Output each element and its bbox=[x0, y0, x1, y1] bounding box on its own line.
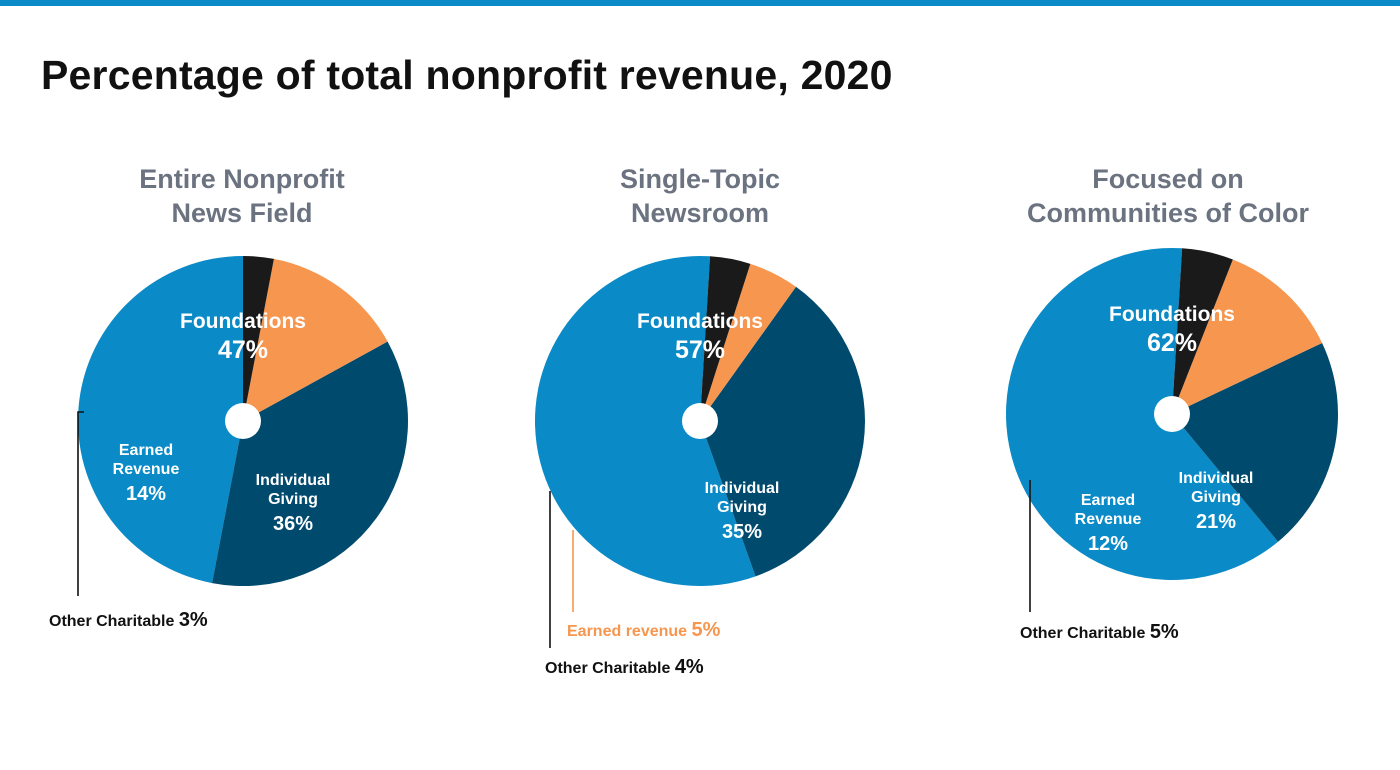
pie-slice-individual bbox=[700, 286, 865, 577]
pie-heading: Single-Topic Newsroom bbox=[520, 162, 880, 230]
slice-value-individual: 35% bbox=[722, 521, 762, 543]
slice-label-individual: Individual bbox=[256, 472, 331, 489]
pie-chart-entire-field: Entire Nonprofit News Field Foundations 4… bbox=[49, 0, 422, 770]
callout-label-other: Other Charitable 3% bbox=[49, 609, 208, 631]
pie-slice-individual bbox=[212, 341, 409, 587]
pie-chart-communities-of-color: Focused on Communities of Color Foundati… bbox=[978, 0, 1358, 770]
slice-label-individual: Giving bbox=[1191, 489, 1241, 506]
slice-value-individual: 36% bbox=[273, 513, 313, 535]
slice-label-foundations: Foundations bbox=[637, 310, 763, 333]
slice-label-individual: Individual bbox=[1179, 470, 1254, 487]
pie-chart-single-topic: Single-Topic Newsroom Foundations 57% Indi… bbox=[520, 0, 880, 770]
slice-label-foundations: Foundations bbox=[1109, 303, 1235, 326]
pie-center-hole bbox=[225, 403, 261, 439]
slice-value-earned: 12% bbox=[1088, 533, 1128, 555]
slice-value-foundations: 47% bbox=[218, 336, 268, 364]
pie-heading-line-1: Entire Nonprofit bbox=[139, 164, 345, 194]
callout-label-earned: Earned revenue 5% bbox=[567, 619, 721, 641]
pie-slice-other bbox=[243, 256, 274, 421]
pie-heading-line-2: News Field bbox=[171, 198, 313, 228]
callout-leader-line bbox=[77, 411, 84, 596]
pie-heading: Focused on Communities of Color bbox=[978, 162, 1358, 230]
pie-slice-earned bbox=[1172, 259, 1323, 414]
pie-center-hole bbox=[1154, 396, 1190, 432]
slice-label-earned: Earned bbox=[1081, 492, 1135, 509]
slice-label-individual: Giving bbox=[717, 499, 767, 516]
slice-label-earned: Revenue bbox=[1075, 511, 1142, 528]
pie-slice-foundations bbox=[534, 256, 756, 587]
slice-value-foundations: 57% bbox=[675, 336, 725, 364]
top-accent-bar bbox=[0, 0, 1400, 6]
slice-label-foundations: Foundations bbox=[180, 310, 306, 333]
pie-svg: Foundations 62% Individual Giving 21% Earned R… bbox=[1006, 248, 1339, 643]
pie-heading: Entire Nonprofit News Field bbox=[62, 162, 422, 230]
pie-heading-line-2: Communities of Color bbox=[1027, 198, 1309, 228]
pie-heading-line-1: Single-Topic bbox=[620, 164, 780, 194]
page-title: Percentage of total nonprofit revenue, 2… bbox=[41, 52, 893, 98]
pie-slice-earned bbox=[700, 263, 796, 421]
slice-label-earned: Earned bbox=[119, 442, 173, 459]
pie-slice-foundations bbox=[77, 256, 243, 584]
pie-slice-foundations bbox=[1006, 248, 1279, 581]
slice-label-individual: Giving bbox=[268, 491, 318, 508]
callout-label-other: Other Charitable 4% bbox=[545, 656, 704, 678]
slice-label-individual: Individual bbox=[705, 480, 780, 497]
pie-center-hole bbox=[682, 403, 718, 439]
pie-heading-line-2: Newsroom bbox=[630, 198, 770, 228]
slice-value-individual: 21% bbox=[1196, 511, 1236, 533]
pie-svg: Foundations 57% Individual Giving 35% Earned … bbox=[534, 256, 865, 678]
callout-label-other: Other Charitable 5% bbox=[1020, 621, 1179, 643]
pie-svg: Foundations 47% Individual Giving 36% Earned R… bbox=[49, 256, 409, 631]
slice-label-earned: Revenue bbox=[113, 461, 180, 478]
pie-slice-earned bbox=[243, 258, 388, 421]
pie-heading-line-1: Focused on bbox=[1092, 164, 1244, 194]
slice-value-earned: 14% bbox=[126, 483, 166, 505]
slice-value-foundations: 62% bbox=[1147, 329, 1197, 357]
pie-slice-other bbox=[1172, 248, 1233, 414]
pie-slice-other bbox=[700, 256, 751, 421]
pie-slice-individual bbox=[1172, 343, 1339, 542]
